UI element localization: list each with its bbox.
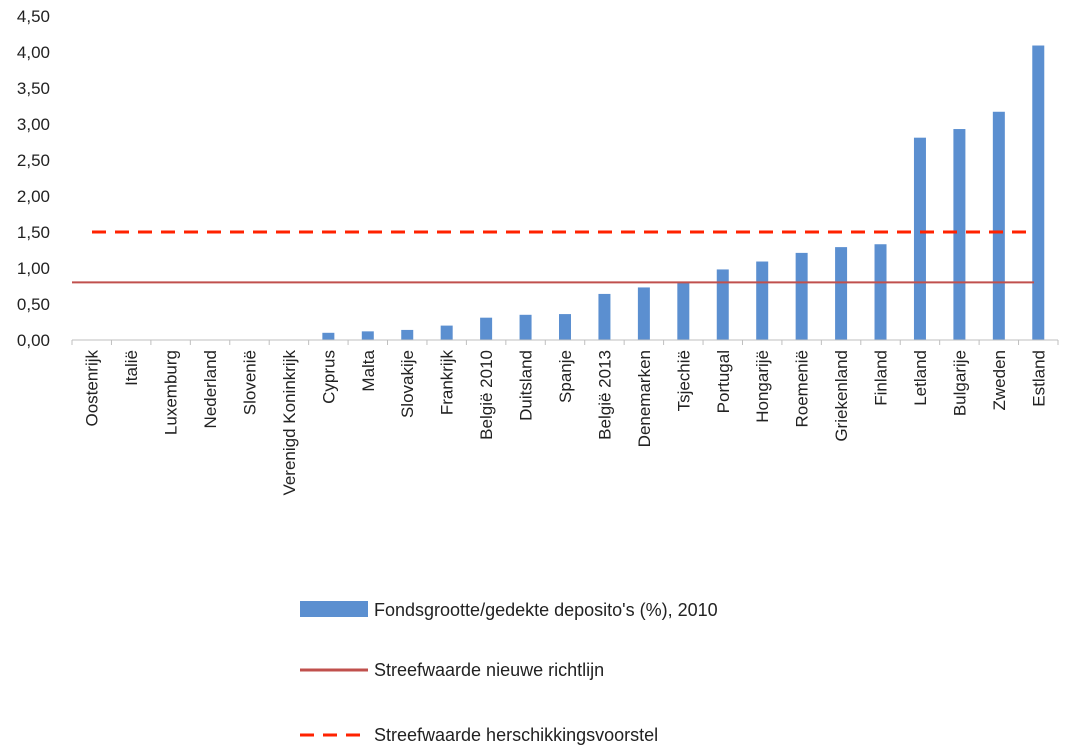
bar — [559, 314, 571, 340]
reference-lines — [72, 230, 1034, 284]
bar — [1032, 45, 1045, 341]
legend-label-bar: Fondsgrootte/gedekte deposito's (%), 201… — [374, 600, 718, 620]
bar — [756, 261, 769, 340]
x-tick-label: Slovakije — [398, 350, 417, 418]
bar — [795, 252, 808, 340]
x-tick-label: Slovenië — [240, 350, 259, 415]
x-tick-label: Griekenland — [832, 350, 851, 442]
x-tick-label: Italië — [122, 350, 141, 386]
bar — [401, 329, 414, 340]
bar — [835, 247, 848, 340]
y-tick-label: 3,50 — [17, 79, 50, 98]
y-axis: 0,00 0,50 1,00 1,50 2,00 2,50 3,00 3,50 4,00 4,50 — [17, 7, 50, 350]
y-tick-label: 4,00 — [17, 43, 50, 62]
bar — [322, 332, 335, 340]
x-tick-label: Oostenrijk — [83, 350, 102, 427]
legend: Fondsgrootte/gedekte deposito's (%), 201… — [300, 600, 718, 745]
y-tick-label: 2,00 — [17, 187, 50, 206]
x-tick-label: Roemenië — [793, 350, 812, 428]
legend-label-solid-line: Streefwaarde nieuwe richtlijn — [374, 660, 604, 680]
bar — [440, 325, 453, 340]
bar — [637, 287, 650, 340]
y-tick-label: 3,00 — [17, 115, 50, 134]
bar — [992, 111, 1005, 340]
y-tick-label: 0,00 — [17, 331, 50, 350]
x-tick-label: Verenigd Koninkrijk — [280, 350, 299, 496]
legend-label-dashed-line: Streefwaarde herschikkingsvoorstel — [374, 725, 658, 745]
x-tick-label: Duitsland — [517, 350, 536, 421]
x-tick-label: Zweden — [990, 350, 1009, 410]
x-tick-label: Frankrijk — [438, 350, 457, 416]
x-tick-label: Cyprus — [319, 350, 338, 404]
x-tick-label: Malta — [359, 349, 378, 391]
x-tick-label: Nederland — [201, 350, 220, 428]
bars — [322, 45, 1045, 341]
y-tick-label: 0,50 — [17, 295, 50, 314]
bar — [598, 293, 611, 340]
x-tick-label: Estland — [1029, 350, 1048, 407]
x-tick-label: Spanje — [556, 350, 575, 403]
x-tick-label: Portugal — [714, 350, 733, 413]
legend-swatch-bar — [300, 601, 368, 617]
x-tick-label: Hongarijë — [753, 350, 772, 423]
y-tick-label: 4,50 — [17, 7, 50, 26]
bar — [874, 244, 887, 340]
bar — [953, 129, 966, 340]
bar — [361, 331, 374, 340]
x-tick-label: Bulgarije — [950, 350, 969, 416]
x-tick-label: België 2013 — [595, 350, 614, 440]
x-tick-label: België 2010 — [477, 350, 496, 440]
bar — [716, 269, 729, 340]
x-axis: Oostenrijk Italië Luxemburg Nederland Sloven… — [71, 339, 1059, 496]
bar — [913, 137, 926, 340]
x-tick-label: Finland — [872, 350, 891, 406]
x-tick-label: Luxemburg — [162, 350, 181, 435]
bar — [480, 317, 493, 340]
y-tick-label: 1,00 — [17, 259, 50, 278]
x-tick-label: Letland — [911, 350, 930, 406]
x-tick-label: Tsjechië — [674, 350, 693, 411]
x-tick-label: Denemarken — [635, 350, 654, 447]
y-tick-label: 2,50 — [17, 151, 50, 170]
bar — [677, 281, 690, 340]
y-tick-label: 1,50 — [17, 223, 50, 242]
bar — [519, 314, 532, 340]
